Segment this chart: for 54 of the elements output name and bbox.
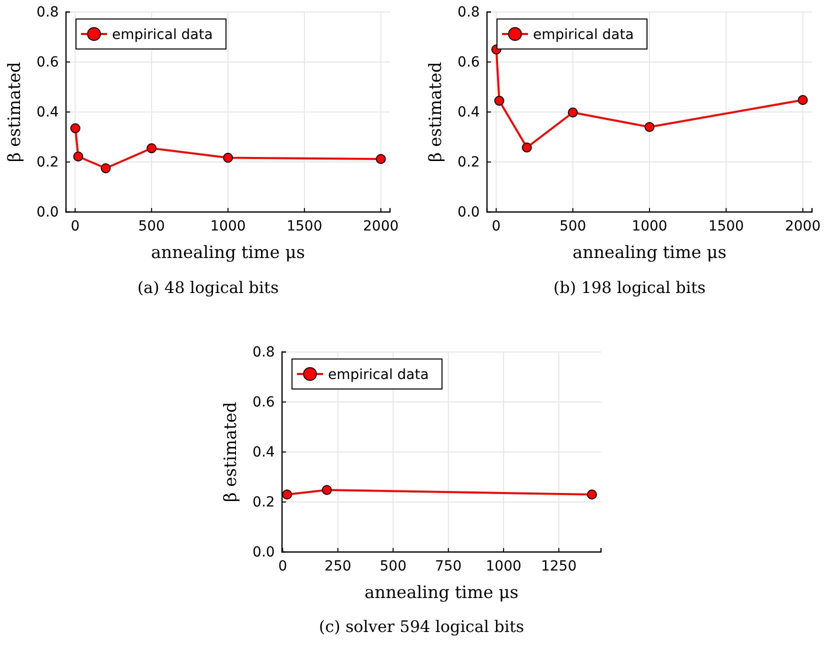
x-tick-label: 500 [138,218,165,234]
text: (c) solver 594 logical bits [318,617,524,636]
text: (b) 198 logical bits [553,278,706,297]
x-axis-title: annealing time μs [151,243,305,263]
y-tick-label: 0.6 [252,394,275,410]
y-tick-label: 0.6 [36,54,59,70]
point [70,123,80,134]
x-tick-label: 500 [380,558,406,574]
text: (a) 48 logical bits [137,278,279,297]
x-tick-label: 250 [324,558,352,574]
x-tick-label: 500 [559,218,586,234]
point [522,142,532,153]
y-axis-title: β estimated [5,62,25,162]
y-axis-title: β estimated [426,62,446,162]
point [73,151,84,162]
legend-label: empirical data [112,27,213,43]
point [644,122,655,132]
y-tick-label: 0.8 [458,4,480,20]
y-axis-title: β estimated [221,402,241,502]
x-tick-label: 0 [492,218,501,234]
x-tick-label: 1500 [286,218,322,234]
y-tick-label: 0.6 [458,54,480,70]
y-tick-label: 0.2 [252,494,275,510]
x-tick-label: 1000 [632,218,668,234]
x-tick-label: 0 [70,218,80,234]
x-tick-label: 750 [434,558,462,574]
y-tick-label: 0.8 [252,344,275,360]
point [494,96,504,106]
point [146,143,157,154]
y-tick-label: 0.4 [458,104,480,120]
x-tick-label: 2000 [363,218,399,234]
x-axis-title: annealing time μs [364,583,518,603]
x-axis-title: annealing time μs [572,243,726,263]
x-tick-label: 2000 [784,218,821,234]
y-tick-label: 0.4 [252,444,275,460]
y-tick-label: 0.8 [36,4,59,20]
x-tick-label: 0 [278,558,288,574]
x-tick-label: 1250 [540,558,577,574]
point [376,154,386,164]
x-tick-label: 1000 [486,558,522,574]
point [222,152,234,163]
point [568,107,578,118]
y-tick-label: 0.0 [458,204,480,220]
x-tick-label: 1000 [210,218,246,234]
y-tick-label: 0.0 [252,544,275,560]
y-tick-label: 0.0 [36,204,59,220]
y-tick-label: 0.2 [458,154,480,170]
y-tick-label: 0.4 [36,104,59,120]
point [798,94,808,106]
y-tick-label: 0.2 [36,154,59,170]
point [100,163,111,174]
legend-label: empirical data [533,27,634,43]
legend-label: empirical data [328,367,429,383]
x-tick-label: 1500 [708,218,744,234]
